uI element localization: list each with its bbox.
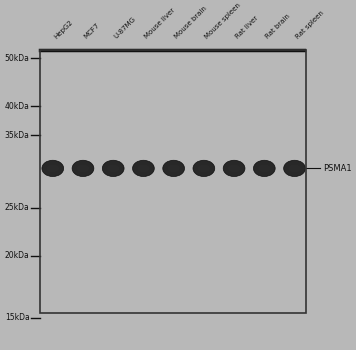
Ellipse shape [72, 160, 94, 176]
Ellipse shape [163, 160, 184, 176]
Text: PSMA1: PSMA1 [323, 164, 352, 173]
Text: 40kDa: 40kDa [5, 102, 30, 111]
Text: HepG2: HepG2 [53, 19, 74, 40]
Text: 20kDa: 20kDa [5, 251, 30, 260]
Text: Mouse spleen: Mouse spleen [204, 2, 242, 40]
Ellipse shape [107, 165, 119, 172]
Ellipse shape [42, 160, 64, 176]
Text: Rat liver: Rat liver [234, 15, 259, 40]
Text: Rat brain: Rat brain [264, 13, 291, 40]
Ellipse shape [284, 160, 305, 176]
Text: Mouse liver: Mouse liver [143, 7, 176, 40]
Text: 35kDa: 35kDa [5, 131, 30, 140]
Text: Mouse brain: Mouse brain [174, 5, 208, 40]
Text: 15kDa: 15kDa [5, 313, 30, 322]
Ellipse shape [102, 160, 124, 176]
Ellipse shape [223, 160, 245, 176]
Text: Rat spleen: Rat spleen [294, 9, 325, 40]
Bar [40, 50, 307, 313]
Text: MCF7: MCF7 [83, 22, 101, 40]
Ellipse shape [289, 165, 300, 172]
Text: 25kDa: 25kDa [5, 203, 30, 212]
Ellipse shape [198, 165, 210, 172]
Ellipse shape [168, 165, 180, 172]
Ellipse shape [132, 160, 154, 176]
Ellipse shape [137, 165, 150, 172]
Ellipse shape [47, 165, 59, 172]
Text: 50kDa: 50kDa [5, 54, 30, 63]
Ellipse shape [228, 165, 240, 172]
Ellipse shape [193, 160, 215, 176]
Text: U-87MG: U-87MG [113, 16, 137, 40]
Ellipse shape [258, 165, 270, 172]
Ellipse shape [77, 165, 89, 172]
Ellipse shape [253, 160, 275, 176]
